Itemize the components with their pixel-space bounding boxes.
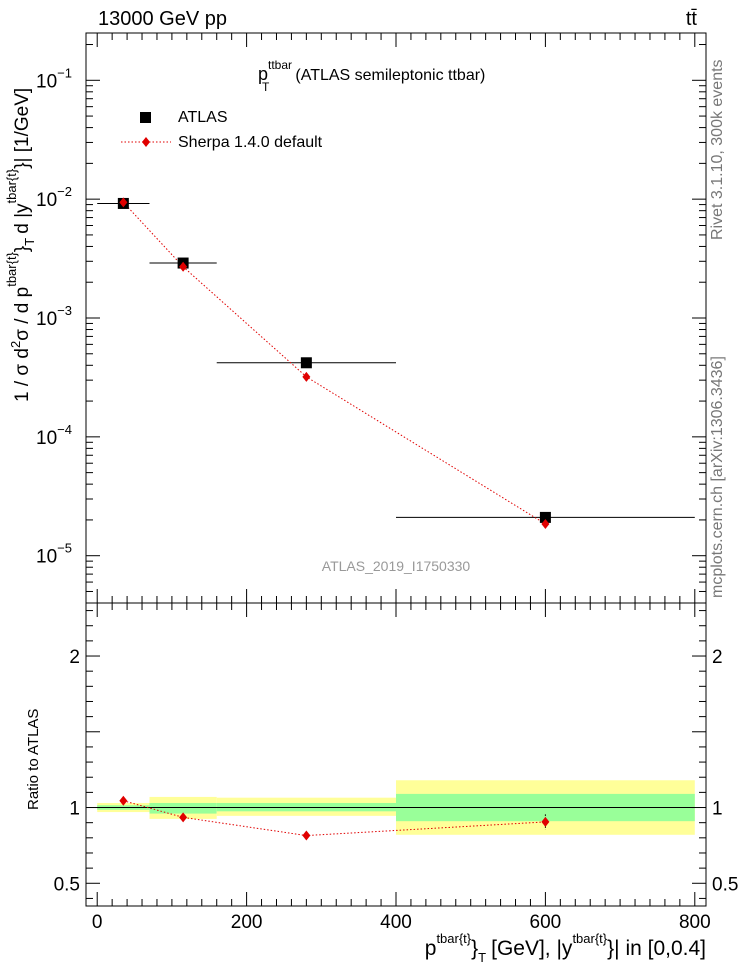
legend-atlas-marker [140,112,151,123]
main-y-tick-label: 10−3 [36,303,72,330]
x-axis-label: ptbar{t}}T [GeV], |ytbar{t}}| in [0,0.4] [425,931,706,965]
ratio-inner-band [149,802,217,814]
ratio-y-tick-label-right: 2 [712,647,723,668]
ratio-frame [85,602,707,907]
ratio-y-axis-label: Ratio to ATLAS [25,709,42,810]
data-markers [117,197,551,523]
main-y-ticks: 10−5 10−4 10−3 10−2 10−1 [36,44,706,604]
ratio-y-tick-label-right: 1 [712,799,723,820]
x-tick-label: 0 [92,912,103,933]
analysis-watermark: ATLAS_2019_I1750330 [322,558,471,574]
main-y-tick-label: 10−4 [36,422,72,449]
legend-atlas-label: ATLAS [178,109,228,126]
ratio-panel: 0.5 0.51 12 2 0 200 400 600 800 Ratio to ATLAS … [25,602,738,965]
main-error-bars [97,202,695,518]
mc-point [179,261,188,272]
legend: ATLAS Sherpa 1.4.0 default [121,109,323,151]
ratio-y-tick-label: 0.5 [54,874,80,895]
ratio-mc-point [179,812,188,823]
ratio-mc-markers [119,795,550,841]
ratio-mc-point [541,816,550,827]
mc-point [119,197,128,208]
ratio-y-ticks: 0.5 0.5 1 1 2 2 [54,610,738,899]
mc-curve [122,202,546,525]
ratio-y-tick-label: 1 [69,799,80,820]
process-label: tt̄ [686,8,698,30]
mcplots-label: mcplots.cern.ch [arXiv:1306.3436] [709,356,726,598]
main-y-axis-label: 1 / σ d2σ / d ptbar{t}}Td |ytbar{t}}| [1… [4,88,37,402]
mc-point [541,518,550,529]
legend-mc-label: Sherpa 1.4.0 default [178,134,323,151]
ratio-mc-point [119,795,128,806]
collision-label: 13000 GeV pp [98,8,227,30]
main-x-ticks [96,33,696,603]
x-tick-label: 800 [679,912,711,933]
x-tick-label: 600 [530,912,562,933]
mc-point [302,371,311,382]
rivet-label: Rivet 3.1.10, 300k events [709,59,726,240]
mc-line [122,202,546,525]
main-y-tick-label: 10−1 [36,65,72,92]
main-panel: 10−5 10−4 10−3 10−2 10−1 pttbar T(ATLAS semil… [4,32,707,604]
legend-mc-marker [142,137,150,147]
ratio-x-ticks: 0 200 400 600 800 [92,603,711,933]
main-y-tick-label: 10−2 [36,184,72,211]
x-tick-label: 400 [380,912,412,933]
x-tick-label: 200 [231,912,263,933]
ratio-y-tick-label-right: 0.5 [712,874,738,895]
ratio-mc-point [302,830,311,841]
plot-title: pttbar T(ATLAS semileptonic ttbar) [258,58,485,94]
main-y-tick-label: 10−5 [36,541,72,568]
data-point [300,357,312,369]
data-point [539,511,551,523]
ratio-y-tick-label: 2 [69,647,80,668]
mc-markers [119,197,550,529]
